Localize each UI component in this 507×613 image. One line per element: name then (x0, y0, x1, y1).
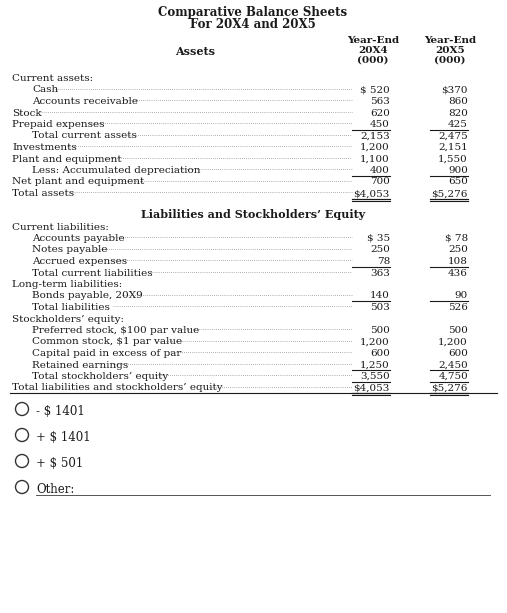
Text: 2,151: 2,151 (438, 143, 468, 152)
Circle shape (16, 454, 28, 468)
Text: Net plant and equipment: Net plant and equipment (12, 178, 144, 186)
Text: Bonds payable, 20X9: Bonds payable, 20X9 (32, 292, 143, 300)
Text: 3,550: 3,550 (360, 372, 390, 381)
Text: Stock: Stock (12, 109, 42, 118)
Text: Current liabilities:: Current liabilities: (12, 223, 109, 232)
Text: 700: 700 (370, 178, 390, 186)
Text: Assets: Assets (175, 46, 215, 57)
Text: Total assets: Total assets (12, 189, 74, 198)
Text: 450: 450 (370, 120, 390, 129)
Circle shape (16, 403, 28, 416)
Text: 363: 363 (370, 268, 390, 278)
Text: 1,550: 1,550 (438, 154, 468, 164)
Text: + $ 1401: + $ 1401 (36, 431, 91, 444)
Text: 650: 650 (448, 178, 468, 186)
Text: Common stock, $1 par value: Common stock, $1 par value (32, 338, 182, 346)
Text: - $ 1401: - $ 1401 (36, 405, 85, 418)
Text: Accounts receivable: Accounts receivable (32, 97, 138, 106)
Text: (000): (000) (357, 56, 389, 65)
Text: 20X5: 20X5 (435, 46, 465, 55)
Text: 78: 78 (377, 257, 390, 266)
Text: $ 520: $ 520 (360, 85, 390, 94)
Text: Less: Accumulated depreciation: Less: Accumulated depreciation (32, 166, 200, 175)
Text: $5,276: $5,276 (431, 384, 468, 392)
Text: 620: 620 (370, 109, 390, 118)
Text: 900: 900 (448, 166, 468, 175)
Text: Comparative Balance Sheets: Comparative Balance Sheets (158, 6, 348, 19)
Text: 2,475: 2,475 (438, 132, 468, 140)
Text: 2,450: 2,450 (438, 360, 468, 370)
Text: 500: 500 (370, 326, 390, 335)
Text: Plant and equipment: Plant and equipment (12, 154, 122, 164)
Text: Total liabilities and stockholders’ equity: Total liabilities and stockholders’ equi… (12, 384, 223, 392)
Circle shape (16, 481, 28, 493)
Text: 860: 860 (448, 97, 468, 106)
Text: Capital paid in excess of par: Capital paid in excess of par (32, 349, 182, 358)
Text: Total liabilities: Total liabilities (32, 303, 110, 312)
Text: Year-End: Year-End (347, 36, 399, 45)
Text: 250: 250 (448, 245, 468, 254)
Text: Accrued expenses: Accrued expenses (32, 257, 127, 266)
Text: 140: 140 (370, 292, 390, 300)
Text: $5,276: $5,276 (431, 189, 468, 198)
Text: $4,053: $4,053 (353, 384, 390, 392)
Text: Retained earnings: Retained earnings (32, 360, 128, 370)
Text: $ 78: $ 78 (445, 234, 468, 243)
Text: Investments: Investments (12, 143, 77, 152)
Text: 1,250: 1,250 (360, 360, 390, 370)
Text: 1,200: 1,200 (360, 338, 390, 346)
Text: 600: 600 (370, 349, 390, 358)
Text: 600: 600 (448, 349, 468, 358)
Text: Cash: Cash (32, 85, 58, 94)
Circle shape (16, 428, 28, 441)
Text: Total current liabilities: Total current liabilities (32, 268, 153, 278)
Text: Stockholders’ equity:: Stockholders’ equity: (12, 314, 124, 324)
Text: 526: 526 (448, 303, 468, 312)
Text: 820: 820 (448, 109, 468, 118)
Text: $4,053: $4,053 (353, 189, 390, 198)
Text: 400: 400 (370, 166, 390, 175)
Text: (000): (000) (434, 56, 466, 65)
Text: 2,153: 2,153 (360, 132, 390, 140)
Text: 436: 436 (448, 268, 468, 278)
Text: 503: 503 (370, 303, 390, 312)
Text: Total stockholders’ equity: Total stockholders’ equity (32, 372, 168, 381)
Text: 425: 425 (448, 120, 468, 129)
Text: 108: 108 (448, 257, 468, 266)
Text: 90: 90 (455, 292, 468, 300)
Text: Liabilities and Stockholders’ Equity: Liabilities and Stockholders’ Equity (141, 208, 365, 219)
Text: Notes payable: Notes payable (32, 245, 107, 254)
Text: Prepaid expenses: Prepaid expenses (12, 120, 104, 129)
Text: Year-End: Year-End (424, 36, 476, 45)
Text: $ 35: $ 35 (367, 234, 390, 243)
Text: 250: 250 (370, 245, 390, 254)
Text: 1,200: 1,200 (438, 338, 468, 346)
Text: For 20X4 and 20X5: For 20X4 and 20X5 (190, 18, 316, 31)
Text: 1,100: 1,100 (360, 154, 390, 164)
Text: Preferred stock, $100 par value: Preferred stock, $100 par value (32, 326, 199, 335)
Text: 563: 563 (370, 97, 390, 106)
Text: Current assets:: Current assets: (12, 74, 93, 83)
Text: Long-term liabilities:: Long-term liabilities: (12, 280, 122, 289)
Text: 500: 500 (448, 326, 468, 335)
Text: Accounts payable: Accounts payable (32, 234, 125, 243)
Text: + $ 501: + $ 501 (36, 457, 83, 470)
Text: Total current assets: Total current assets (32, 132, 137, 140)
Text: 1,200: 1,200 (360, 143, 390, 152)
Text: Other:: Other: (36, 483, 75, 496)
Text: 20X4: 20X4 (358, 46, 388, 55)
Text: $370: $370 (442, 85, 468, 94)
Text: 4,750: 4,750 (438, 372, 468, 381)
